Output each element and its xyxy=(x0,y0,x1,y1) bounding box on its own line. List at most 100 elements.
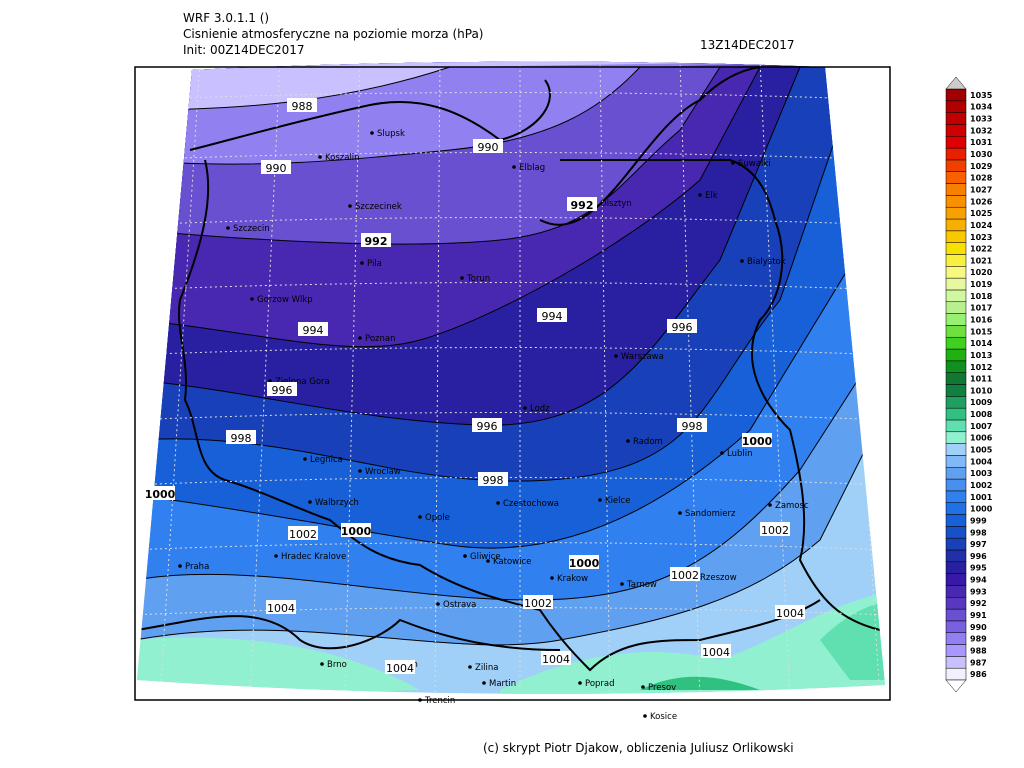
contour-label-box xyxy=(341,523,371,537)
contour-line xyxy=(137,66,721,245)
colorbar-swatch xyxy=(945,443,967,456)
contour-label: 1002 xyxy=(524,597,552,610)
contour-label: 994 xyxy=(303,324,324,337)
colorbar-swatch xyxy=(945,301,967,314)
city-label: Lodz xyxy=(530,404,550,414)
colorbar-label: 1025 xyxy=(970,209,993,218)
city-label: Rzeszow xyxy=(700,573,737,583)
city-label: Gliwice xyxy=(470,552,501,562)
contour-label: 992 xyxy=(365,235,388,248)
contour-label-box xyxy=(266,600,296,614)
colorbar-label: 1026 xyxy=(970,197,993,206)
contour-label: 1002 xyxy=(671,569,699,582)
colorbar-label: 989 xyxy=(970,635,987,644)
city-label: Opole xyxy=(425,513,450,523)
city-dot xyxy=(370,131,374,135)
city-labels: Slupsk Koszalin Elblag Szczecinek Olsztyn Elk… xyxy=(178,129,809,722)
city-label: Walbrzych xyxy=(315,498,359,508)
colorbar-label: 1029 xyxy=(970,162,993,171)
model-title: WRF 3.0.1.1 () xyxy=(183,11,269,25)
colorbar-label: 1020 xyxy=(970,268,993,277)
city-dot xyxy=(268,379,272,383)
city-dot xyxy=(250,297,254,301)
colorbar-label: 1002 xyxy=(970,481,992,490)
colorbar-swatch xyxy=(945,206,967,220)
colorbar-label: 996 xyxy=(970,552,987,561)
colorbar-label: 1018 xyxy=(970,292,993,301)
contour-label-box xyxy=(677,418,707,432)
colorbar-label: 1005 xyxy=(970,446,993,455)
contour-label-box xyxy=(287,98,317,112)
colorbar-swatch xyxy=(945,561,967,574)
contour-label: 996 xyxy=(672,321,693,334)
city-label: Tarnow xyxy=(626,580,657,590)
city-dot xyxy=(620,582,624,586)
city-label: Katowice xyxy=(493,557,531,567)
contour-label: 1004 xyxy=(702,646,730,659)
colorbar-label: 1024 xyxy=(970,221,993,230)
contour-label: 998 xyxy=(231,432,252,445)
colorbar-label: 1013 xyxy=(970,351,992,360)
contour-label-box xyxy=(226,430,256,444)
contour-label-box xyxy=(541,651,571,665)
contour-label: 1000 xyxy=(145,488,176,501)
contour-label-box xyxy=(567,197,597,211)
contour-label: 998 xyxy=(682,420,703,433)
colorbar-swatch xyxy=(945,455,967,468)
city-label: Praha xyxy=(185,562,209,572)
colorbar-swatch xyxy=(945,597,967,610)
city-dot xyxy=(468,665,472,669)
contour-label-box xyxy=(472,418,502,432)
credits: (c) skrypt Piotr Djakow, obliczenia Juli… xyxy=(483,741,794,755)
colorbar-swatch xyxy=(945,632,967,645)
colorbar-label: 1012 xyxy=(970,363,992,372)
colorbar-swatch xyxy=(945,277,967,291)
city-label: Elk xyxy=(705,191,718,201)
city-dot xyxy=(303,457,307,461)
contour-label-box xyxy=(775,605,805,619)
city-label: Pila xyxy=(367,259,382,269)
borders xyxy=(137,66,881,672)
colorbar-swatch xyxy=(945,537,967,551)
colorbar-label: 1019 xyxy=(970,280,993,289)
city-label: Wroclaw xyxy=(365,467,401,477)
colorbar-swatch xyxy=(945,490,967,503)
contour-label: 1004 xyxy=(386,662,414,675)
colorbar-swatch xyxy=(945,136,967,149)
contour-line xyxy=(137,399,885,646)
city-label: Olsztyn xyxy=(600,199,632,209)
colorbar-label: 1000 xyxy=(970,505,993,514)
colorbar-swatch xyxy=(945,585,967,598)
contour-label: 1000 xyxy=(341,525,372,538)
colorbar-arrow-bottom xyxy=(945,679,967,693)
colorbar-swatch xyxy=(945,159,967,172)
colorbar-swatch xyxy=(945,478,967,492)
city-dot xyxy=(178,564,182,568)
colorbar-swatch xyxy=(945,171,967,184)
city-label: Poprad xyxy=(585,679,615,689)
colorbar-swatch xyxy=(945,242,967,255)
band xyxy=(640,676,760,690)
colorbar-label: 1008 xyxy=(970,410,993,419)
city-label: Trencin xyxy=(424,696,455,706)
city-label: Ostrava xyxy=(443,600,476,610)
contour-label: 1000 xyxy=(569,557,600,570)
graticule xyxy=(137,61,885,694)
city-label: Lublin xyxy=(727,449,752,459)
city-dot xyxy=(641,685,645,689)
colorbar-label: 986 xyxy=(970,670,987,679)
colorbar-label: 991 xyxy=(970,611,987,620)
colorbar-label: 1017 xyxy=(970,304,992,313)
city-label: Szczecin xyxy=(233,224,270,234)
colorbar-swatch xyxy=(945,313,967,326)
city-dot xyxy=(436,602,440,606)
colorbar-swatch xyxy=(945,289,967,303)
contour-label: 990 xyxy=(266,162,287,175)
contour-label: 998 xyxy=(483,474,504,487)
city-dot xyxy=(358,336,362,340)
colorbar-swatch xyxy=(945,230,967,243)
colorbar-swatch xyxy=(945,360,967,373)
contour-line xyxy=(137,199,885,549)
city-label: Elblag xyxy=(519,163,545,173)
contour-label: 990 xyxy=(478,141,499,154)
